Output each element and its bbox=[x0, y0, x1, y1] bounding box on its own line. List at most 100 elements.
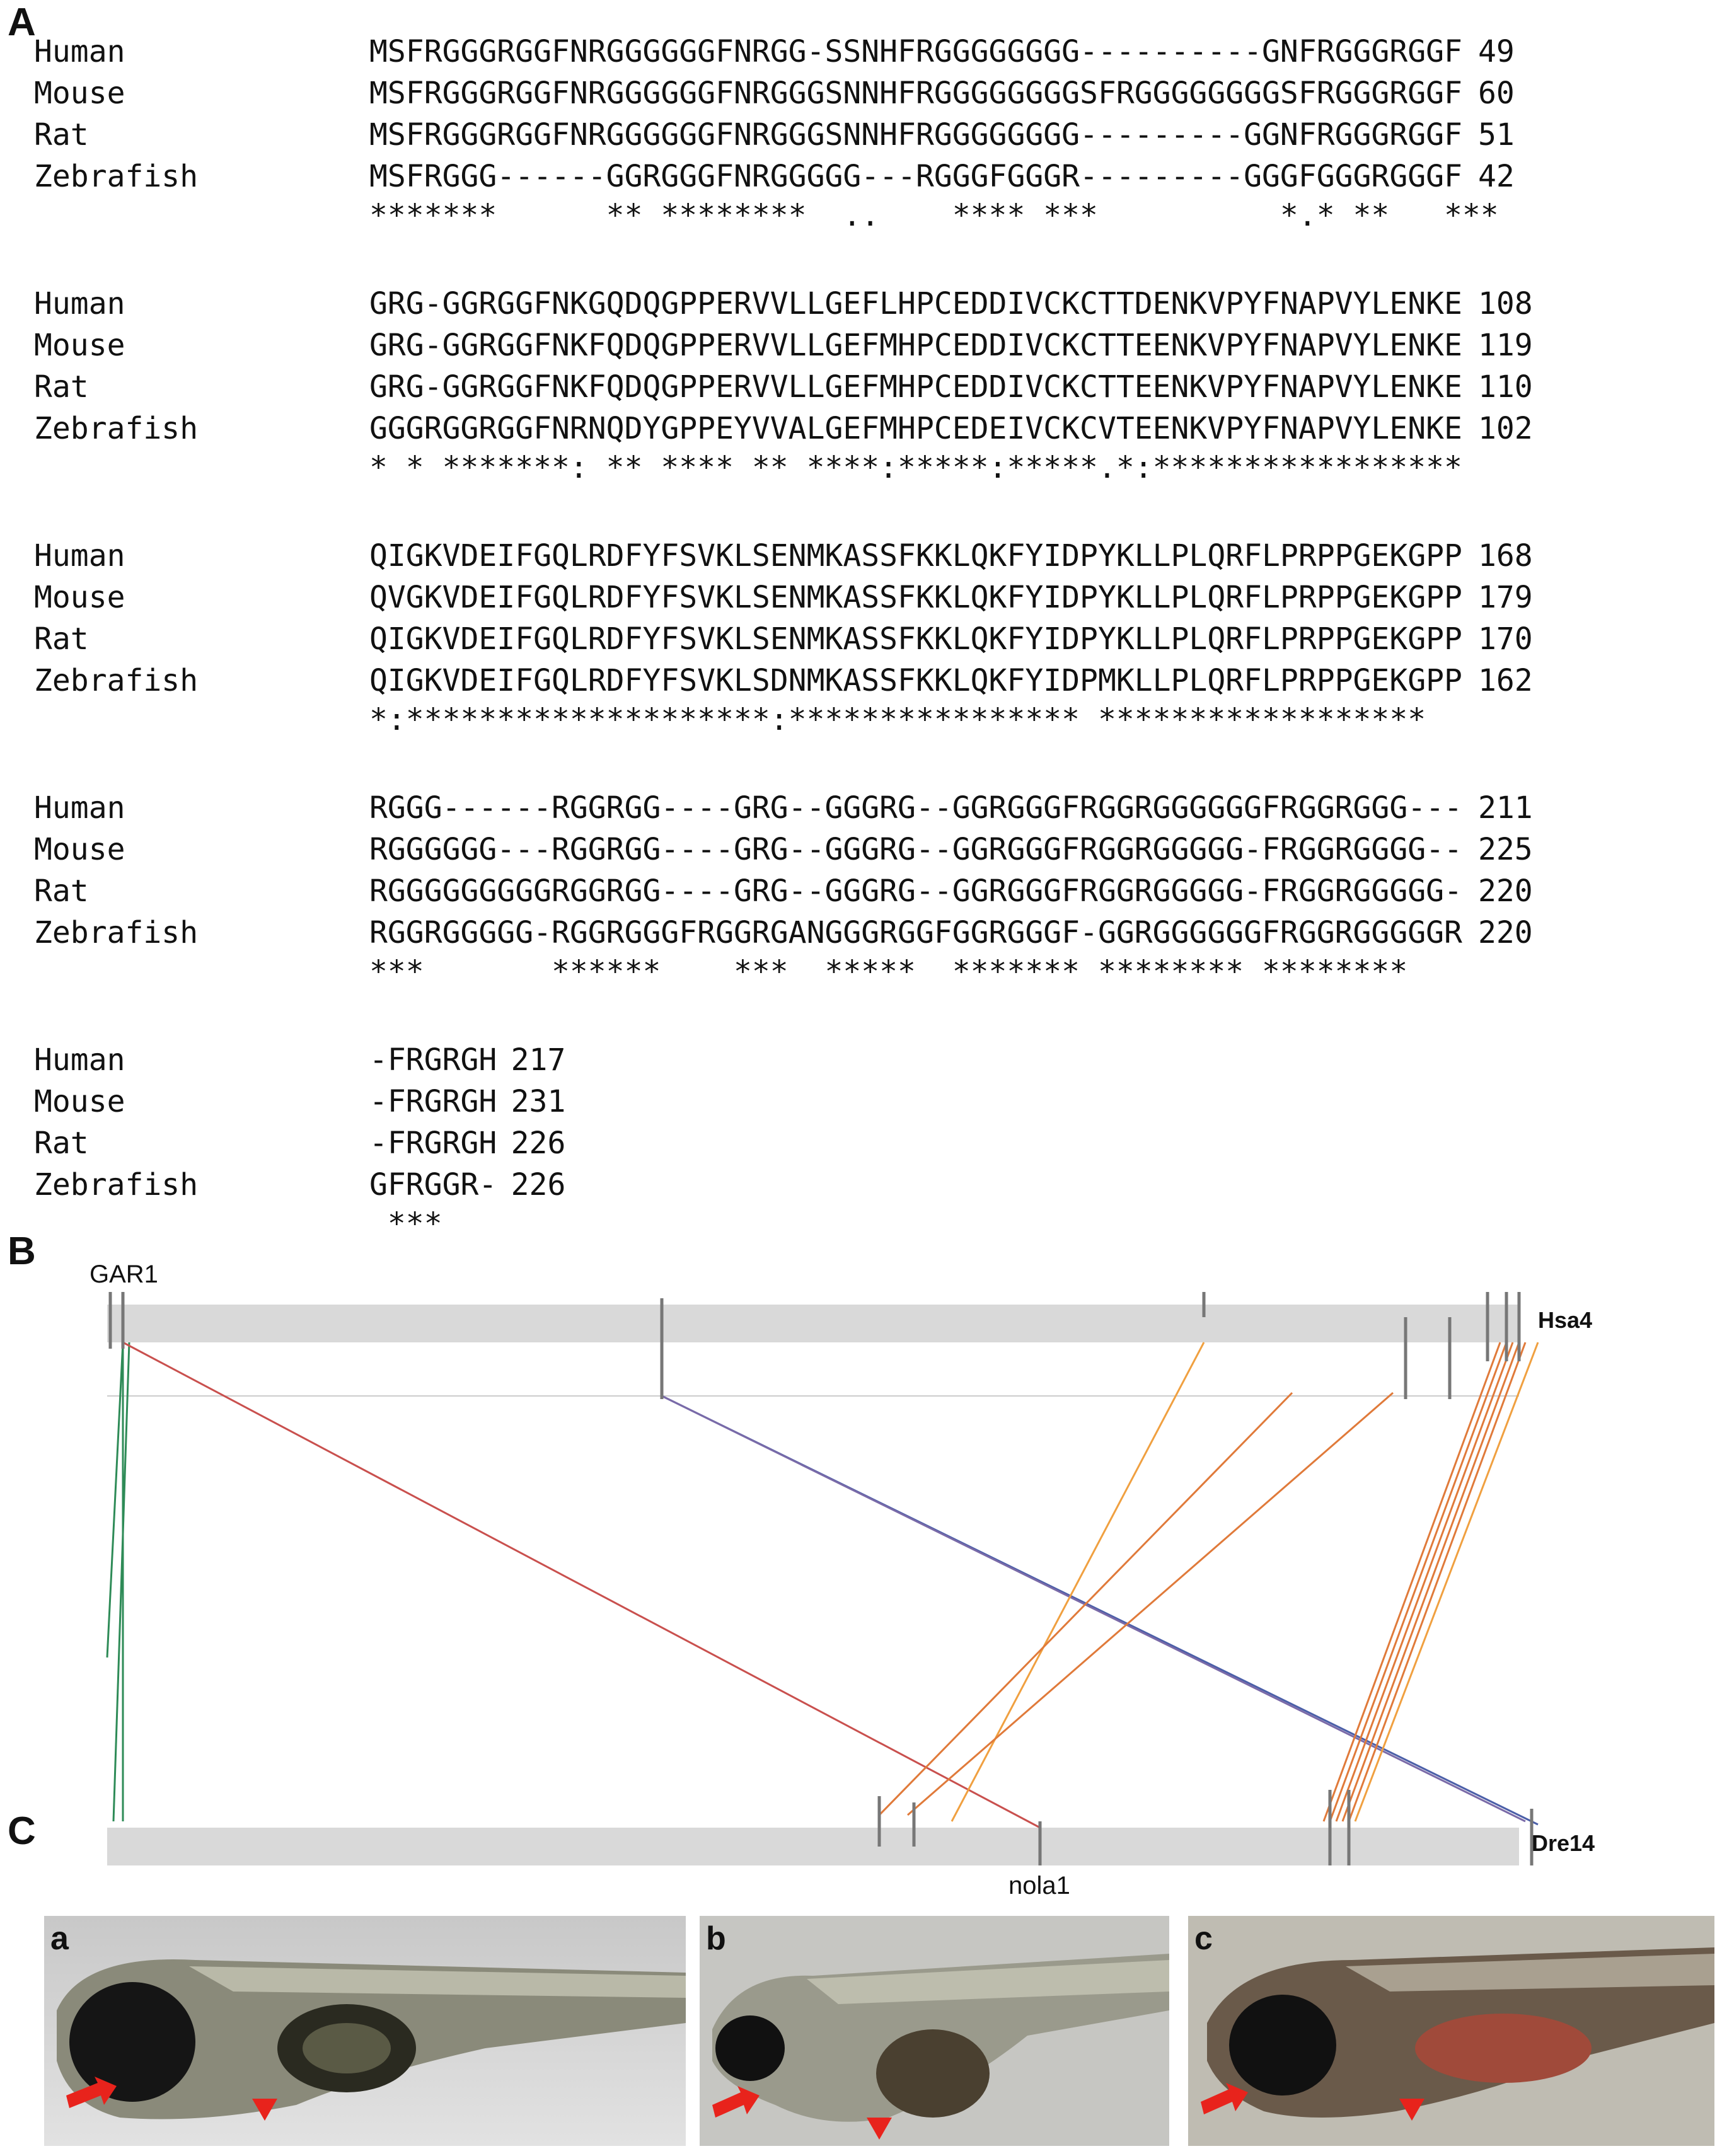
sequence-text: -FRGRGH bbox=[369, 1126, 497, 1161]
sequence-text: QIGKVDEIFGQLRDFYFSVKLSDNMKASSFKKLQKFYIDP… bbox=[369, 663, 1462, 698]
top-chromosome-bar bbox=[107, 1305, 1519, 1342]
consensus-line: *** ****** *** ***** ******* ******** **… bbox=[369, 954, 1408, 989]
synteny-link bbox=[951, 1342, 1205, 1822]
species-name: Human bbox=[34, 538, 125, 574]
synteny-diagram: GAR1 Hsa4 Dre14 nola1 bbox=[90, 1260, 1595, 1899]
embryo-label-c: c bbox=[1194, 1920, 1213, 1957]
embryo-photo-a: a bbox=[44, 1916, 686, 2146]
consensus-line: * * *******: ** **** ** ****:*****:*****… bbox=[369, 450, 1462, 485]
residue-count: 179 bbox=[1478, 580, 1533, 615]
top-gene-label: GAR1 bbox=[90, 1260, 158, 1288]
sequence-text: QIGKVDEIFGQLRDFYFSVKLSENMKASSFKKLQKFYIDP… bbox=[369, 538, 1462, 574]
synteny-link bbox=[1329, 1342, 1508, 1822]
residue-count: 60 bbox=[1478, 76, 1515, 111]
species-name: Zebrafish bbox=[34, 159, 199, 194]
synteny-link bbox=[1341, 1342, 1520, 1822]
sequence-text: MSFRGGGRGGFNRGGGGGGFNRGGGSNNHFRGGGGGGGG-… bbox=[369, 117, 1462, 153]
residue-count: 226 bbox=[511, 1126, 566, 1161]
species-name: Zebrafish bbox=[34, 663, 199, 698]
sequence-text: QIGKVDEIFGQLRDFYFSVKLSENMKASSFKKLQKFYIDP… bbox=[369, 621, 1462, 657]
species-name: Rat bbox=[34, 117, 89, 153]
alignment-block: Human QIGKVDEIFGQLRDFYFSVKLSENMKASSFKKLQK… bbox=[34, 536, 1704, 788]
species-name: Rat bbox=[34, 873, 89, 909]
species-name: Rat bbox=[34, 621, 89, 657]
bottom-chromosome-bar bbox=[107, 1828, 1519, 1865]
bottom-gene-label: nola1 bbox=[1008, 1872, 1070, 1899]
bottom-chromosome-label: Dre14 bbox=[1532, 1830, 1595, 1856]
residue-count: 110 bbox=[1478, 369, 1533, 405]
sequence-text: RGGGGGG---RGGRGG----GRG--GGGRG--GGRGGGFR… bbox=[369, 832, 1462, 867]
residue-count: 231 bbox=[511, 1084, 566, 1119]
residue-count: 162 bbox=[1478, 663, 1533, 698]
synteny-link bbox=[1322, 1342, 1501, 1822]
species-name: Zebrafish bbox=[34, 411, 199, 446]
synteny-link bbox=[907, 1392, 1394, 1816]
species-name: Mouse bbox=[34, 328, 125, 363]
consensus-line: *** bbox=[369, 1206, 442, 1242]
species-name: Human bbox=[34, 790, 125, 826]
residue-count: 49 bbox=[1478, 34, 1515, 69]
synteny-link bbox=[1348, 1342, 1527, 1822]
panel-label-a: A bbox=[8, 1, 36, 44]
synteny-link bbox=[1354, 1342, 1539, 1822]
sequence-text: GRG-GGRGGFNKFQDQGPPERVVLLGEFMHPCEDDIVCKC… bbox=[369, 369, 1462, 405]
sequence-text: GRG-GGRGGFNKFQDQGPPERVVLLGEFMHPCEDDIVCKC… bbox=[369, 328, 1462, 363]
sequence-text: MSFRGGG------GGRGGGFNRGGGGG---RGGGFGGGR-… bbox=[369, 159, 1462, 194]
species-name: Zebrafish bbox=[34, 1167, 199, 1202]
synteny-link bbox=[106, 1342, 124, 1658]
species-name: Mouse bbox=[34, 580, 125, 615]
sequence-text: GGGRGGRGGFNRNQDYGPPEYVVALGEFMHPCEDEIVCKC… bbox=[369, 411, 1462, 446]
consensus-line: ******* ** ******** .. **** *** *.* ** *… bbox=[369, 198, 1499, 233]
residue-count: 102 bbox=[1478, 411, 1533, 446]
synteny-link bbox=[122, 1341, 1041, 1829]
species-name: Human bbox=[34, 286, 125, 321]
species-name: Rat bbox=[34, 369, 89, 405]
residue-count: 220 bbox=[1478, 873, 1533, 909]
residue-count: 211 bbox=[1478, 790, 1533, 826]
alignment-block: Human MSFRGGGRGGFNRGGGGGGFNRGG-SSNHFRGGGG… bbox=[34, 32, 1704, 284]
synteny-link bbox=[661, 1395, 1526, 1823]
panel-label-c: C bbox=[8, 1809, 36, 1853]
species-name: Human bbox=[34, 1042, 125, 1078]
synteny-svg bbox=[106, 1292, 1539, 1865]
embryo-label-b: b bbox=[706, 1920, 726, 1957]
panel-label-b: B bbox=[8, 1230, 36, 1273]
synteny-link bbox=[112, 1342, 130, 1822]
sequence-text: -FRGRGH bbox=[369, 1084, 497, 1119]
residue-count: 119 bbox=[1478, 328, 1533, 363]
synteny-link bbox=[1335, 1342, 1514, 1822]
sequence-text: QVGKVDEIFGQLRDFYFSVKLSENMKASSFKKLQKFYIDP… bbox=[369, 580, 1462, 615]
species-name: Mouse bbox=[34, 76, 125, 111]
residue-count: 51 bbox=[1478, 117, 1515, 153]
residue-count: 220 bbox=[1478, 915, 1533, 950]
consensus-line: *:********************:**************** … bbox=[369, 702, 1426, 737]
embryo-label-a: a bbox=[50, 1920, 69, 1957]
sequence-text: RGGRGGGGG-RGGRGGGFRGGRGANGGGRGGFGGRGGGF-… bbox=[369, 915, 1462, 950]
alignment-block: Human -FRGRGH 217 Mouse -FRGRGH 231 Rat -FRGRGH… bbox=[34, 1040, 1704, 1292]
residue-count: 217 bbox=[511, 1042, 566, 1078]
alignment-block: Human GRG-GGRGGFNKGQDQGPPERVVLLGEFLHPCEDD… bbox=[34, 284, 1704, 536]
residue-count: 226 bbox=[511, 1167, 566, 1202]
top-chromosome-label: Hsa4 bbox=[1538, 1307, 1593, 1333]
sequence-text: RGGG------RGGRGG----GRG--GGGRG--GGRGGGFR… bbox=[369, 790, 1462, 826]
species-name: Rat bbox=[34, 1126, 89, 1161]
residue-count: 170 bbox=[1478, 621, 1533, 657]
residue-count: 42 bbox=[1478, 159, 1515, 194]
sequence-text: -FRGRGH bbox=[369, 1042, 497, 1078]
embryo-photo-c: c bbox=[1188, 1916, 1714, 2146]
embryo-photo-b: b bbox=[700, 1916, 1169, 2146]
sequence-text: MSFRGGGRGGFNRGGGGGGFNRGG-SSNHFRGGGGGGGG-… bbox=[369, 34, 1462, 69]
residue-count: 168 bbox=[1478, 538, 1533, 574]
sequence-text: GFRGGR- bbox=[369, 1167, 497, 1202]
sequence-text: MSFRGGGRGGFNRGGGGGGFNRGGGSNNHFRGGGGGGGGS… bbox=[369, 76, 1462, 111]
species-name: Human bbox=[34, 34, 125, 69]
species-name: Mouse bbox=[34, 832, 125, 867]
residue-count: 108 bbox=[1478, 286, 1533, 321]
synteny-link bbox=[878, 1392, 1293, 1816]
sequence-text: GRG-GGRGGFNKGQDQGPPERVVLLGEFLHPCEDDIVCKC… bbox=[369, 286, 1462, 321]
residue-count: 225 bbox=[1478, 832, 1533, 867]
sequence-text: RGGGGGGGGGRGGRGG----GRG--GGGRG--GGRGGGFR… bbox=[369, 873, 1462, 909]
species-name: Mouse bbox=[34, 1084, 125, 1119]
species-name: Zebrafish bbox=[34, 915, 199, 950]
alignment-block: Human RGGG------RGGRGG----GRG--GGGRG--GGR… bbox=[34, 788, 1704, 1040]
